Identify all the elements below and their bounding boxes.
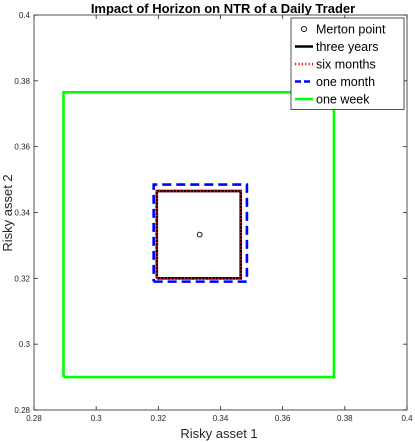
x-tick-label: 0.34 [213,414,229,423]
y-tick-label: 0.28 [14,406,30,415]
y-tick-label: 0.3 [19,340,31,349]
x-tick-label: 0.36 [275,414,291,423]
y-tick-label: 0.34 [14,209,30,218]
legend-box [290,17,405,110]
legend: Merton point three years six months one mon… [290,17,405,110]
x-tick-label: 0.38 [337,414,353,423]
series-one-month [152,183,249,283]
legend-label: three years [316,40,379,54]
series-six-months [155,189,242,280]
x-tick-label: 0.32 [151,414,167,423]
y-tick-label: 0.36 [14,143,30,152]
legend-marker-merton-point [300,25,308,33]
y-tick-label: 0.38 [14,77,30,86]
chart-title: Impact of Horizon on NTR of a Daily Trad… [91,1,355,16]
x-tick-label: 0.4 [401,414,413,423]
legend-label: one month [316,75,375,89]
legend-label: one week [316,93,370,107]
x-tick-label: 0.3 [91,414,103,423]
legend-label: Merton point [316,23,386,37]
merton-point-marker [196,231,203,238]
legend-label: six months [316,58,376,72]
y-tick-label: 0.32 [14,274,30,283]
y-tick-label: 0.4 [19,11,31,20]
x-axis-label: Risky asset 1 [180,426,257,441]
x-tick-label: 0.28 [26,414,42,423]
y-axis-label: Risky asset 2 [0,174,15,251]
